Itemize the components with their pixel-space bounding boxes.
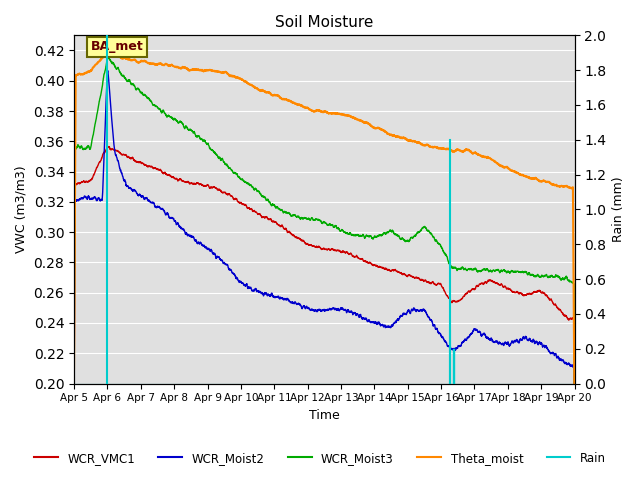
Title: Soil Moisture: Soil Moisture: [275, 15, 374, 30]
Y-axis label: Rain (mm): Rain (mm): [612, 177, 625, 242]
Legend: WCR_VMC1, WCR_Moist2, WCR_Moist3, Theta_moist, Rain: WCR_VMC1, WCR_Moist2, WCR_Moist3, Theta_…: [29, 447, 611, 469]
Y-axis label: VWC (m3/m3): VWC (m3/m3): [15, 166, 28, 253]
X-axis label: Time: Time: [309, 409, 340, 422]
Text: BA_met: BA_met: [91, 40, 143, 53]
